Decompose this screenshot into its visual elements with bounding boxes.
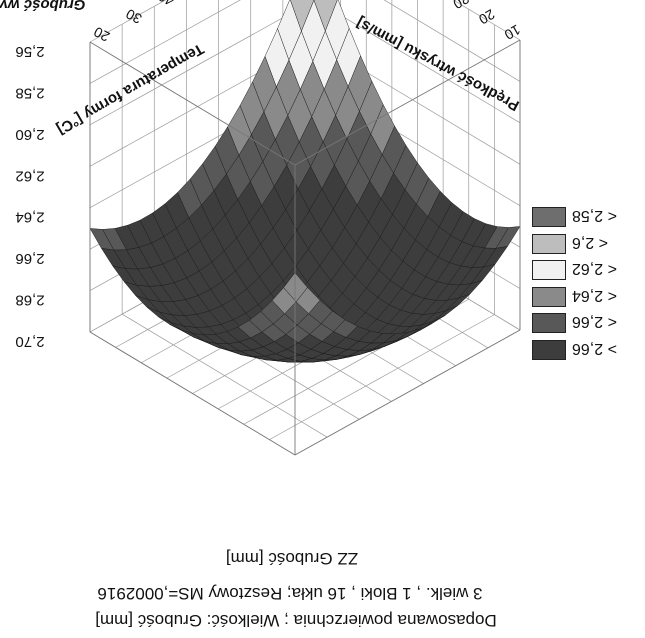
legend-item: < 2,62 <box>532 257 642 284</box>
grid-line <box>89 0 241 84</box>
legend-swatch <box>532 260 566 280</box>
legend-label: < 2,66 <box>572 313 617 330</box>
y-tick-label: 40 <box>155 0 176 9</box>
legend: < 2,58 < 2,6 < 2,62 < 2,64 < 2,66 > 2,66 <box>532 204 642 363</box>
legend-swatch <box>532 313 566 333</box>
z-tick-label: 2,60 <box>15 126 44 143</box>
chart-subtitle: 3 wielk. , 1 Bloki , 16 ukła; Resztowy M… <box>97 584 482 603</box>
grid-line <box>89 331 296 456</box>
legend-swatch <box>532 233 566 254</box>
legend-swatch <box>532 207 566 227</box>
y-tick-label: 20 <box>91 24 112 46</box>
grid-line <box>89 0 167 43</box>
surface-cell <box>283 272 308 303</box>
z-axis-label: Grubość wypraski [mm] <box>0 0 85 13</box>
z-tick-label: 2,62 <box>15 167 44 184</box>
z-tick-label: 2,64 <box>15 209 44 226</box>
plot-box-front <box>89 39 521 456</box>
legend-label: > 2,66 <box>572 339 617 357</box>
z-tick-label: 2,56 <box>15 43 44 60</box>
z-axis-ticks: 2,56 2,58 2,60 2,62 2,64 2,66 2,68 2,70 <box>15 43 44 350</box>
z-tick-label: 2,68 <box>15 292 44 309</box>
legend-item: < 2,6 <box>532 231 642 258</box>
legend-label: < 2,62 <box>572 260 617 277</box>
grid-line <box>89 0 316 126</box>
z-tick-label: 2,66 <box>15 250 44 267</box>
grid-line <box>294 39 521 166</box>
z-tick-label: 2,58 <box>15 84 44 101</box>
grid-line <box>89 41 296 166</box>
legend-label: < 2,64 <box>572 286 617 304</box>
grid-line <box>121 313 328 438</box>
legend-swatch <box>532 286 566 307</box>
x-axis-label: Temperatura formy [°C] <box>54 40 207 138</box>
grid-line <box>452 0 521 41</box>
legend-item: < 2,58 <box>532 204 642 231</box>
grid-line <box>269 314 495 440</box>
y-tick-label: 30 <box>123 6 144 28</box>
legend-item: < 2,64 <box>532 284 642 311</box>
grid-line <box>294 329 521 456</box>
y-axis-ticks: 9080706050403020 <box>91 0 177 46</box>
legend-label: < 2,6 <box>572 233 609 251</box>
chart-title: Dopasowana powierzchnia ; Wielkość: Grub… <box>95 611 497 630</box>
legend-label: < 2,58 <box>572 207 617 224</box>
legend-item: > 2,66 <box>532 337 642 364</box>
z-tick-label: 2,70 <box>15 333 44 350</box>
caption-label: ZZ Grubość [mm] <box>226 549 358 568</box>
x-tick-label: 20 <box>476 6 498 28</box>
legend-item: < 2,66 <box>532 310 642 337</box>
x-tick-label: 10 <box>502 22 524 44</box>
legend-swatch <box>532 339 566 360</box>
surface-mesh <box>89 0 521 363</box>
